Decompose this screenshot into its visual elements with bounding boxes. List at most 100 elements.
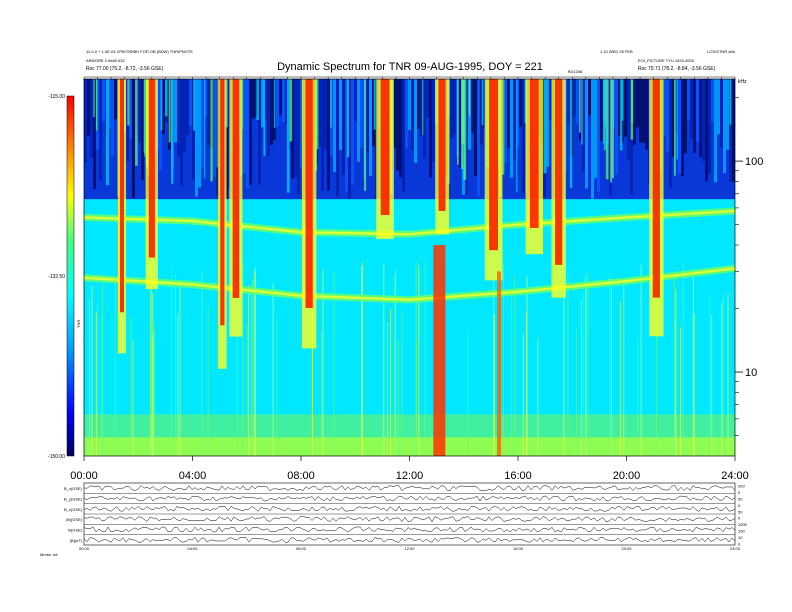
frequency-unit-label: kHz [738,79,747,85]
lower-panel-right-label: 1000 [738,522,748,527]
top-marker-label: RD1208 [568,69,583,74]
high-band-column [519,79,522,127]
high-band-column [471,79,474,133]
low-band-streak [395,270,397,456]
low-band-streak [656,297,658,456]
low-band-streak [415,339,417,456]
low-band-streak [101,316,103,456]
lower-panel-label: B_x(GSE) [64,486,83,491]
high-band-column [582,79,585,172]
high-band-streak [543,79,547,174]
frequency-axis: 100 10 [735,97,763,436]
high-band-column [615,79,618,175]
burst-core [380,79,390,216]
x-tick-label: 16:00 [504,470,532,482]
high-band-column [336,79,339,197]
high-band-streak [127,79,130,126]
high-band-column [465,79,468,195]
high-band-streak [605,79,609,180]
lower-x-tick-label: 20:00 [621,546,632,551]
lower-panel-label: |B|(nT) [70,538,83,543]
low-band-streak [91,285,93,456]
high-band-column [684,79,687,154]
lower-panel-trace [83,526,736,533]
high-band-streak [569,79,573,189]
lower-panel-right-label: 50 [738,496,743,501]
lower-panel-trace [83,485,736,492]
lower-x-tick-label: 16:00 [513,546,524,551]
lower-panel-right-label: 0 [738,542,741,547]
high-band-streak [581,79,583,145]
high-band-column [546,79,549,167]
low-band-streak [333,271,335,456]
high-band-column [567,79,570,123]
high-band-column [189,79,192,127]
high-band-streak [160,79,163,131]
high-band-streak [620,79,623,151]
high-band-column [702,79,705,162]
lower-panel-label: |B|(GSE) [66,517,83,522]
high-band-column [636,79,639,128]
high-band-column [477,79,480,197]
high-band-column [96,79,99,150]
high-band-column [699,79,702,157]
low-band-streak [177,313,179,456]
high-band-column [729,79,732,182]
high-band-streak [602,79,605,144]
low-band-streak [401,310,403,456]
high-band-streak [364,79,367,191]
lower-x-tick-label: 24:00 [730,546,741,551]
high-band-column [201,79,204,169]
low-band-streak [525,311,527,456]
low-band-streak [418,265,420,456]
low-band-streak [390,309,392,456]
high-band-column [642,79,645,143]
high-band-column [708,79,711,175]
high-band-streak [373,79,376,130]
low-band-streak [623,284,625,456]
low-band-streak [114,279,116,456]
high-band-column [714,79,717,183]
high-band-column [414,79,417,163]
high-band-column [357,79,360,162]
high-band-streak [611,79,614,179]
low-band-streak [537,338,539,456]
low-band-streak [674,318,676,456]
high-band-column [360,79,363,148]
high-band-column [279,79,282,116]
lower-panel-label: B_y(GSE) [64,497,83,502]
high-band-column [366,79,369,153]
high-band-streak [225,79,229,128]
high-band-column [576,79,579,124]
high-band-column [285,79,288,125]
high-band-streak [164,79,168,117]
low-band-streak [563,292,565,456]
high-band-column [213,79,216,178]
high-band-column [93,79,96,189]
high-band-column [195,79,198,197]
emission-band-core-1 [84,267,735,302]
high-band-column [522,79,525,193]
low-band-streak [682,262,684,456]
low-band-streak [154,322,156,456]
high-band-column [84,79,87,163]
low-band-streak [251,283,253,456]
low-band-streak [321,330,323,456]
high-band-streak [168,79,171,143]
high-band-column [549,79,552,120]
low-burst [497,271,502,456]
high-band-column [183,79,186,153]
high-band-column [408,79,411,131]
low-band-streak [201,268,203,456]
high-band-column [318,79,321,147]
high-band-column [348,79,351,199]
high-band-column [429,79,432,178]
low-band-streak [102,283,104,456]
colorbar [66,95,75,457]
high-band-streak [286,79,290,193]
burst-core [555,79,563,265]
header-right-line-3: EOI_PICTURE TYU 1025-3000 [638,58,695,63]
high-band-column [396,79,399,171]
high-band-column [249,79,252,185]
